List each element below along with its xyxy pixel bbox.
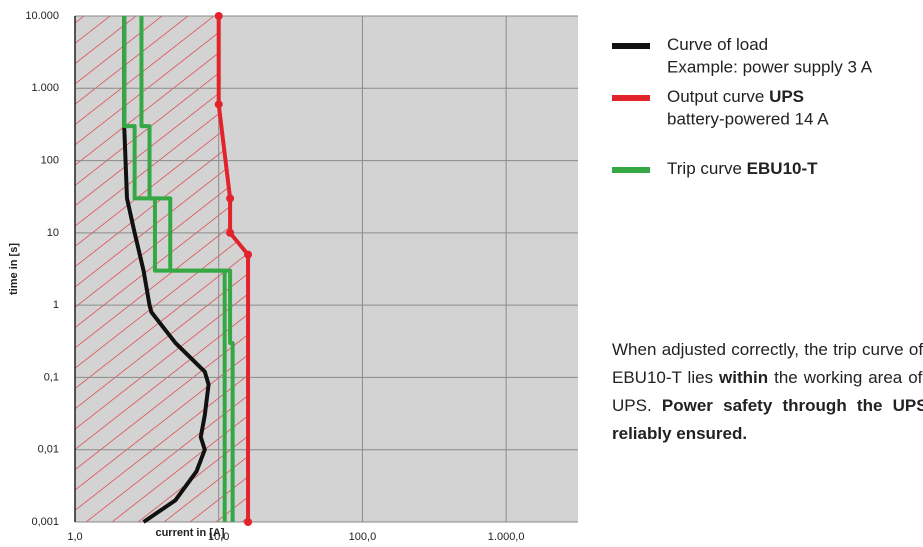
x-axis-label: current in [A]: [155, 527, 224, 539]
series-line: [122, 16, 211, 524]
y-axis-label: time in [s]: [8, 243, 20, 295]
legend-label: Curve of load: [667, 35, 768, 54]
y-tick-label: 0,01: [38, 444, 59, 456]
series-line: [216, 16, 251, 522]
y-tick-label: 10: [47, 227, 59, 239]
legend-label: Output curve UPS: [667, 87, 804, 106]
point: [214, 12, 223, 20]
legend-text: EBU10-T: [747, 159, 818, 178]
legend-swatch: [612, 43, 650, 49]
legend-swatch: [612, 167, 650, 173]
annotation: When adjusted correctly, the trip curve …: [612, 336, 923, 448]
x-tick-label: 1,0: [67, 531, 82, 542]
annotation-text: within: [719, 368, 769, 387]
series-line: [139, 16, 235, 522]
point: [226, 228, 235, 237]
x-tick-label: 10,0: [208, 531, 229, 542]
x-tick-label: 1.000,0: [488, 531, 525, 542]
legend-text: Trip curve: [667, 159, 747, 178]
annotation-text: Power safety through the UPS is reliably…: [612, 396, 923, 443]
annotation-text: When adjusted correctly, the trip curve …: [612, 340, 923, 387]
annotation-text: the working area of the UPS.: [612, 368, 923, 415]
y-tick-label: 1.000: [31, 82, 59, 94]
y-tick-label: 0,1: [44, 371, 59, 383]
y-tick-label: 10.000: [25, 10, 59, 22]
y-tick-label: 100: [41, 154, 59, 166]
point: [244, 518, 253, 526]
y-tick-label: 0,001: [31, 516, 59, 528]
point: [244, 250, 253, 259]
legend-label: Trip curve EBU10-T: [667, 159, 818, 178]
x-tick-label: 100,0: [349, 531, 377, 542]
legend-swatch: [612, 95, 650, 101]
y-tick-label: 1: [53, 299, 59, 311]
legend-text: UPS: [769, 87, 804, 106]
legend-text: Output curve: [667, 87, 769, 106]
legend-text: Curve of load: [667, 35, 768, 54]
point: [214, 100, 223, 109]
legend-sublabel: battery-powered 14 A: [667, 109, 829, 128]
point: [226, 194, 235, 203]
legend-sublabel: Example: power supply 3 A: [667, 57, 873, 76]
